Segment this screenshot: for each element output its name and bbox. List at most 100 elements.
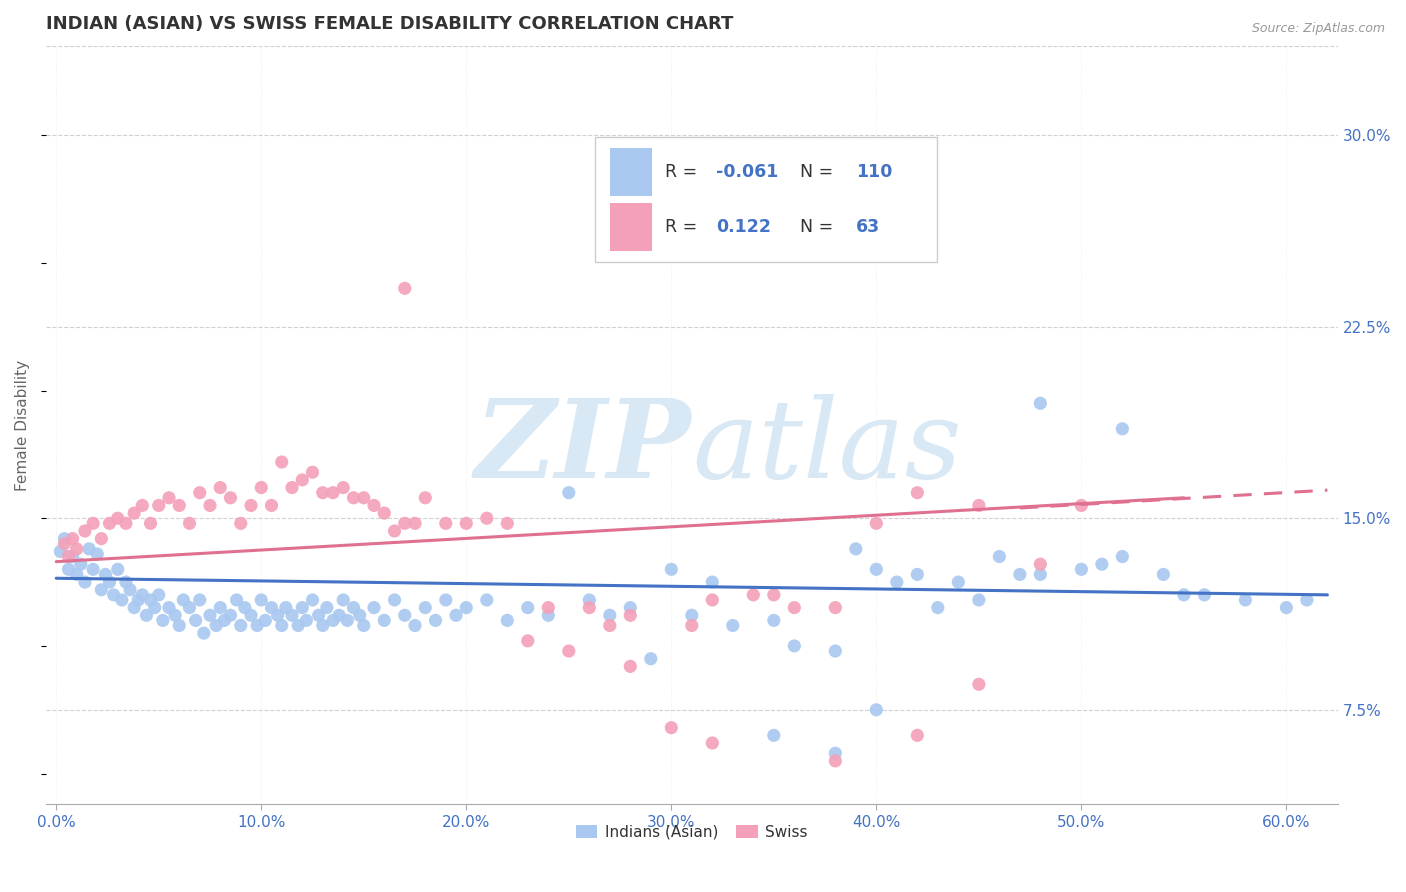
Point — [558, 644, 581, 658]
Point — [475, 593, 498, 607]
Point — [82, 516, 104, 531]
Point — [322, 485, 344, 500]
Point — [157, 600, 180, 615]
Point — [281, 608, 304, 623]
Point — [619, 600, 641, 615]
Point — [115, 516, 138, 531]
Point — [537, 608, 560, 623]
Point — [98, 575, 121, 590]
Point — [139, 593, 162, 607]
Point — [90, 532, 112, 546]
FancyBboxPatch shape — [595, 136, 938, 262]
Point — [434, 593, 457, 607]
Point — [721, 243, 744, 257]
Point — [98, 516, 121, 531]
Point — [115, 575, 138, 590]
Point — [103, 588, 125, 602]
Point — [66, 541, 89, 556]
Point — [578, 593, 600, 607]
Point — [1173, 588, 1195, 602]
Point — [322, 614, 344, 628]
Point — [214, 614, 236, 628]
Point — [107, 562, 129, 576]
Point — [619, 608, 641, 623]
Point — [353, 618, 375, 632]
Point — [599, 608, 621, 623]
Point — [205, 618, 228, 632]
Point — [927, 600, 949, 615]
Point — [1275, 600, 1298, 615]
Point — [659, 204, 682, 219]
Point — [1194, 588, 1216, 602]
Point — [824, 754, 846, 768]
Point — [496, 614, 519, 628]
Point — [342, 491, 364, 505]
Point — [845, 541, 868, 556]
Point — [49, 544, 72, 558]
Point — [250, 481, 273, 495]
Point — [640, 651, 662, 665]
Point — [332, 481, 354, 495]
Point — [496, 516, 519, 531]
Point — [107, 511, 129, 525]
Point — [165, 608, 187, 623]
Text: ZIP: ZIP — [475, 394, 692, 501]
Point — [58, 562, 80, 576]
Point — [475, 511, 498, 525]
Point — [456, 516, 478, 531]
Text: Source: ZipAtlas.com: Source: ZipAtlas.com — [1251, 22, 1385, 36]
Point — [184, 614, 207, 628]
Point — [537, 600, 560, 615]
Point — [295, 614, 318, 628]
Point — [363, 600, 385, 615]
Point — [413, 600, 436, 615]
Point — [254, 614, 277, 628]
Point — [246, 618, 269, 632]
Point — [404, 618, 426, 632]
Point — [332, 593, 354, 607]
Point — [73, 524, 96, 538]
Point — [413, 491, 436, 505]
Text: -0.061: -0.061 — [716, 162, 779, 181]
Point — [1234, 593, 1257, 607]
Point — [139, 516, 162, 531]
Point — [209, 600, 232, 615]
Text: R =: R = — [665, 162, 703, 181]
Legend: Indians (Asian), Swiss: Indians (Asian), Swiss — [569, 819, 814, 846]
Point — [287, 618, 309, 632]
Point — [342, 600, 364, 615]
Point — [824, 600, 846, 615]
Point — [434, 516, 457, 531]
Point — [659, 562, 682, 576]
Y-axis label: Female Disability: Female Disability — [15, 359, 30, 491]
Point — [308, 608, 330, 623]
Point — [122, 506, 145, 520]
Point — [905, 728, 928, 742]
Point — [131, 588, 153, 602]
Point — [1029, 396, 1052, 410]
Point — [783, 600, 806, 615]
Point — [66, 567, 89, 582]
Point — [599, 618, 621, 632]
Point — [172, 593, 194, 607]
Point — [886, 575, 908, 590]
Point — [336, 614, 359, 628]
Point — [188, 485, 211, 500]
Point — [456, 600, 478, 615]
Point — [53, 532, 76, 546]
Point — [363, 499, 385, 513]
Text: R =: R = — [665, 218, 703, 235]
Point — [967, 593, 990, 607]
Point — [86, 547, 108, 561]
Point — [328, 608, 350, 623]
Point — [394, 281, 416, 295]
Point — [619, 659, 641, 673]
Point — [721, 618, 744, 632]
Text: 110: 110 — [856, 162, 893, 181]
Point — [702, 593, 724, 607]
Point — [219, 608, 242, 623]
Text: N =: N = — [800, 162, 839, 181]
Point — [349, 608, 371, 623]
Point — [659, 721, 682, 735]
Point — [824, 746, 846, 760]
